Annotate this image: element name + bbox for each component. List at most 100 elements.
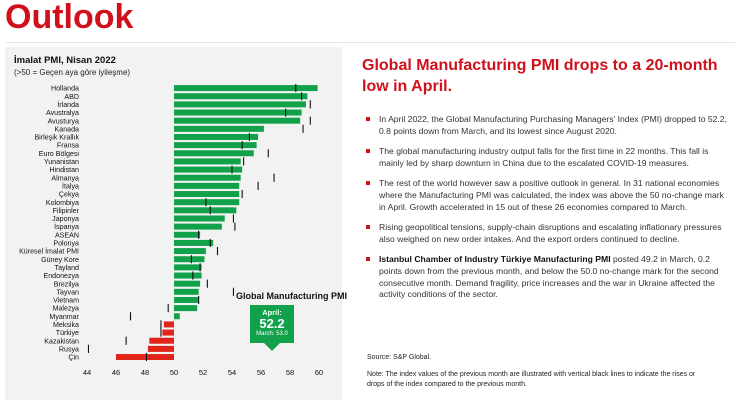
bar: [174, 305, 198, 312]
bullet-marker-icon: [366, 257, 370, 262]
category-label: Kazakistan: [44, 337, 79, 345]
category-label: Myanmar: [49, 313, 79, 321]
x-tick-label: 48: [141, 368, 149, 377]
bar: [147, 345, 174, 352]
bar: [174, 101, 306, 108]
bar: [149, 337, 174, 344]
bar: [174, 166, 243, 173]
bar: [174, 85, 318, 92]
bar: [174, 117, 301, 124]
bar: [174, 93, 308, 100]
category-label: Japonya: [52, 215, 79, 223]
category-label: Meksika: [53, 321, 79, 329]
category-label: Güney Kore: [41, 256, 79, 264]
category-label: Tayland: [55, 264, 80, 272]
bar: [174, 264, 202, 271]
title-divider: [5, 42, 735, 43]
pmi-callout: April: 52.2 March: 53.0: [250, 305, 294, 351]
bar: [174, 150, 254, 157]
bullet-text: In April 2022, the Global Manufacturing …: [379, 114, 727, 136]
bullet-item: Rising geopolitical tensions, supply-cha…: [366, 222, 732, 245]
category-label: Küresel İmalat PMI: [19, 247, 79, 256]
category-label: Avusturya: [48, 117, 79, 125]
category-label: Endonezya: [44, 272, 80, 280]
bullet-text: The rest of the world however saw a posi…: [379, 178, 724, 212]
bullet-marker-icon: [366, 117, 370, 121]
bar: [174, 231, 201, 238]
bar: [174, 199, 240, 206]
x-tick-label: 46: [112, 368, 120, 377]
footnote: Note: The index values of the previous m…: [367, 371, 696, 388]
bullet-text: posted 49.2 in March, 0.2 points down fr…: [379, 254, 719, 300]
bullet-list: In April 2022, the Global Manufacturing …: [366, 114, 732, 310]
bar: [174, 158, 241, 165]
category-label: İtalya: [62, 181, 79, 190]
bar: [174, 215, 225, 222]
source-note: Source: S&P Global.: [367, 354, 432, 361]
category-label: Kanada: [55, 125, 80, 133]
bar: [174, 109, 302, 116]
callout-label: Global Manufacturing PMI: [236, 291, 348, 301]
callout-value: 52.2: [259, 316, 285, 331]
category-label: İspanya: [54, 222, 79, 231]
x-tick-label: 56: [257, 368, 265, 377]
bar: [174, 133, 259, 140]
category-label: Türkiye: [56, 329, 79, 337]
category-label: Malezya: [53, 305, 79, 313]
bar: [174, 125, 264, 132]
category-label: Brezilya: [54, 280, 79, 288]
category-label: ABD: [64, 93, 79, 101]
category-label: ASEAN: [55, 231, 79, 239]
bar: [174, 174, 241, 181]
bullet-item: The global manufacturing industry output…: [366, 146, 732, 169]
bullet-text: The global manufacturing industry output…: [379, 146, 709, 168]
bullet-item: In April 2022, the Global Manufacturing …: [366, 114, 732, 137]
category-label: Yunanistan: [44, 158, 79, 166]
bullet-marker-icon: [366, 225, 370, 230]
category-label: Filipinler: [53, 207, 80, 215]
category-label: İrlanda: [57, 100, 79, 109]
bar: [174, 288, 199, 295]
category-label: Almanya: [51, 174, 79, 182]
category-label: Kolombiya: [46, 199, 79, 207]
category-label: Rusya: [59, 345, 79, 353]
pmi-bar-chart: HollandaABDİrlandaAvustralyaAvusturyaKan…: [19, 84, 323, 377]
category-label: Polonya: [53, 240, 79, 248]
bullet-text: Rising geopolitical tensions, supply-cha…: [379, 222, 722, 244]
category-label: Birleşik Krallık: [34, 134, 79, 142]
x-tick-label: 60: [315, 368, 323, 377]
x-tick-label: 52: [199, 368, 207, 377]
bar: [162, 329, 174, 336]
bar: [174, 280, 201, 287]
bar: [174, 313, 180, 320]
bullet-item: The rest of the world however saw a posi…: [366, 178, 732, 213]
x-tick-label: 50: [170, 368, 178, 377]
x-tick-label: 54: [228, 368, 236, 377]
bar: [174, 239, 214, 246]
bullet-item: Istanbul Chamber of Industry Türkiye Man…: [366, 254, 732, 300]
bar: [174, 207, 237, 214]
bar: [163, 321, 174, 328]
callout-previous: March: 53.0: [256, 331, 288, 337]
category-label: Çekya: [59, 191, 79, 199]
category-label: Euro Bölgesi: [39, 150, 80, 158]
bar: [174, 142, 257, 149]
bar: [174, 248, 206, 255]
page-title: Outlook: [5, 0, 134, 36]
x-tick-label: 44: [83, 368, 91, 377]
chart-subtitle: (>50 = Geçen aya göre iyileşme): [14, 68, 131, 77]
bullet-marker-icon: [366, 181, 370, 186]
bar: [174, 191, 240, 198]
category-label: Avustralya: [46, 109, 79, 117]
bar: [174, 223, 222, 230]
bullet-bold-text: Istanbul Chamber of Industry Türkiye Man…: [379, 254, 611, 265]
category-label: Hollanda: [51, 85, 79, 93]
x-tick-label: 58: [286, 368, 294, 377]
bar: [174, 256, 205, 263]
callout-month: April:: [262, 308, 282, 317]
category-label: Fransa: [57, 142, 79, 150]
category-label: Vietnam: [53, 297, 79, 305]
bar: [116, 354, 174, 361]
bar: [174, 296, 199, 303]
chart-title: İmalat PMI, Nisan 2022: [14, 55, 116, 66]
